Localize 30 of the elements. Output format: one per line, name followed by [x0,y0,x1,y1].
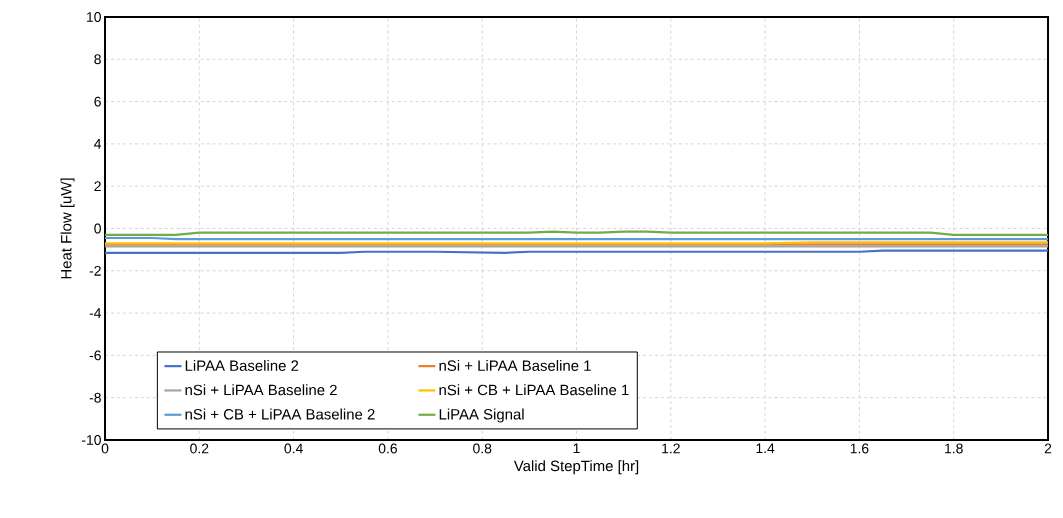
x-tick-label: 1.6 [850,443,869,454]
legend-label: nSi + LiPAA Baseline 2 [185,384,337,396]
legend-label: nSi + LiPAA Baseline 1 [439,359,591,371]
x-tick-label: 1.2 [662,443,680,454]
y-tick-label: -6 [89,350,101,361]
y-tick-label: -8 [89,392,101,403]
y-tick-label: 8 [94,54,101,65]
y-tick-label: 6 [94,96,101,107]
y-axis-title: Heat Flow [uW] [60,178,75,279]
x-tick-label: 1.8 [945,443,963,454]
legend-label: nSi + CB + LiPAA Baseline 1 [439,384,629,396]
x-axis-title: Valid StepTime [hr] [513,460,639,475]
y-tick-label: 0 [94,223,101,234]
y-tick-label: 10 [87,12,101,22]
x-tick-label: 0.8 [473,443,492,454]
x-tick-label: 0.6 [378,443,397,454]
x-tick-label: 1 [573,443,580,454]
y-tick-label: 2 [94,181,101,192]
y-tick-label: 4 [94,139,102,149]
legend-label: LiPAA Baseline 2 [185,359,299,371]
x-tick-label: 0.2 [190,443,209,454]
y-tick-label: -2 [89,265,101,276]
y-tick-label: -10 [81,435,101,445]
x-tick-label: 1.4 [756,443,775,454]
x-tick-label: 0.4 [284,443,303,454]
y-tick-label: -4 [89,308,102,318]
x-tick-label: 2 [1044,443,1052,454]
legend-label: LiPAA Signal [439,408,524,423]
legend-label: nSi + CB + LiPAA Baseline 2 [185,408,375,420]
x-tick-label: 0 [101,443,109,454]
